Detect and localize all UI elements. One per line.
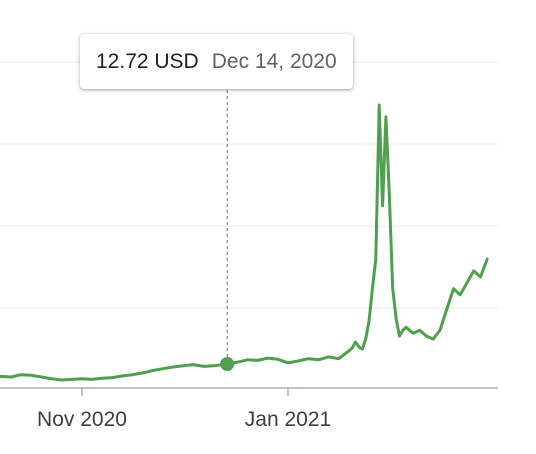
- x-tick-label: Nov 2020: [37, 408, 127, 431]
- horizontal-gridlines: [0, 62, 498, 308]
- hover-point-marker[interactable]: [220, 357, 234, 371]
- price-series-line[interactable]: [0, 105, 487, 380]
- tooltip-value: 12.72 USD: [96, 50, 199, 74]
- price-tooltip: 12.72 USD Dec 14, 2020: [80, 34, 353, 89]
- x-axis-ticks: Nov 2020 Jan 2021: [37, 388, 331, 431]
- x-tick-label: Jan 2021: [245, 408, 331, 431]
- tooltip-date: Dec 14, 2020: [212, 50, 337, 74]
